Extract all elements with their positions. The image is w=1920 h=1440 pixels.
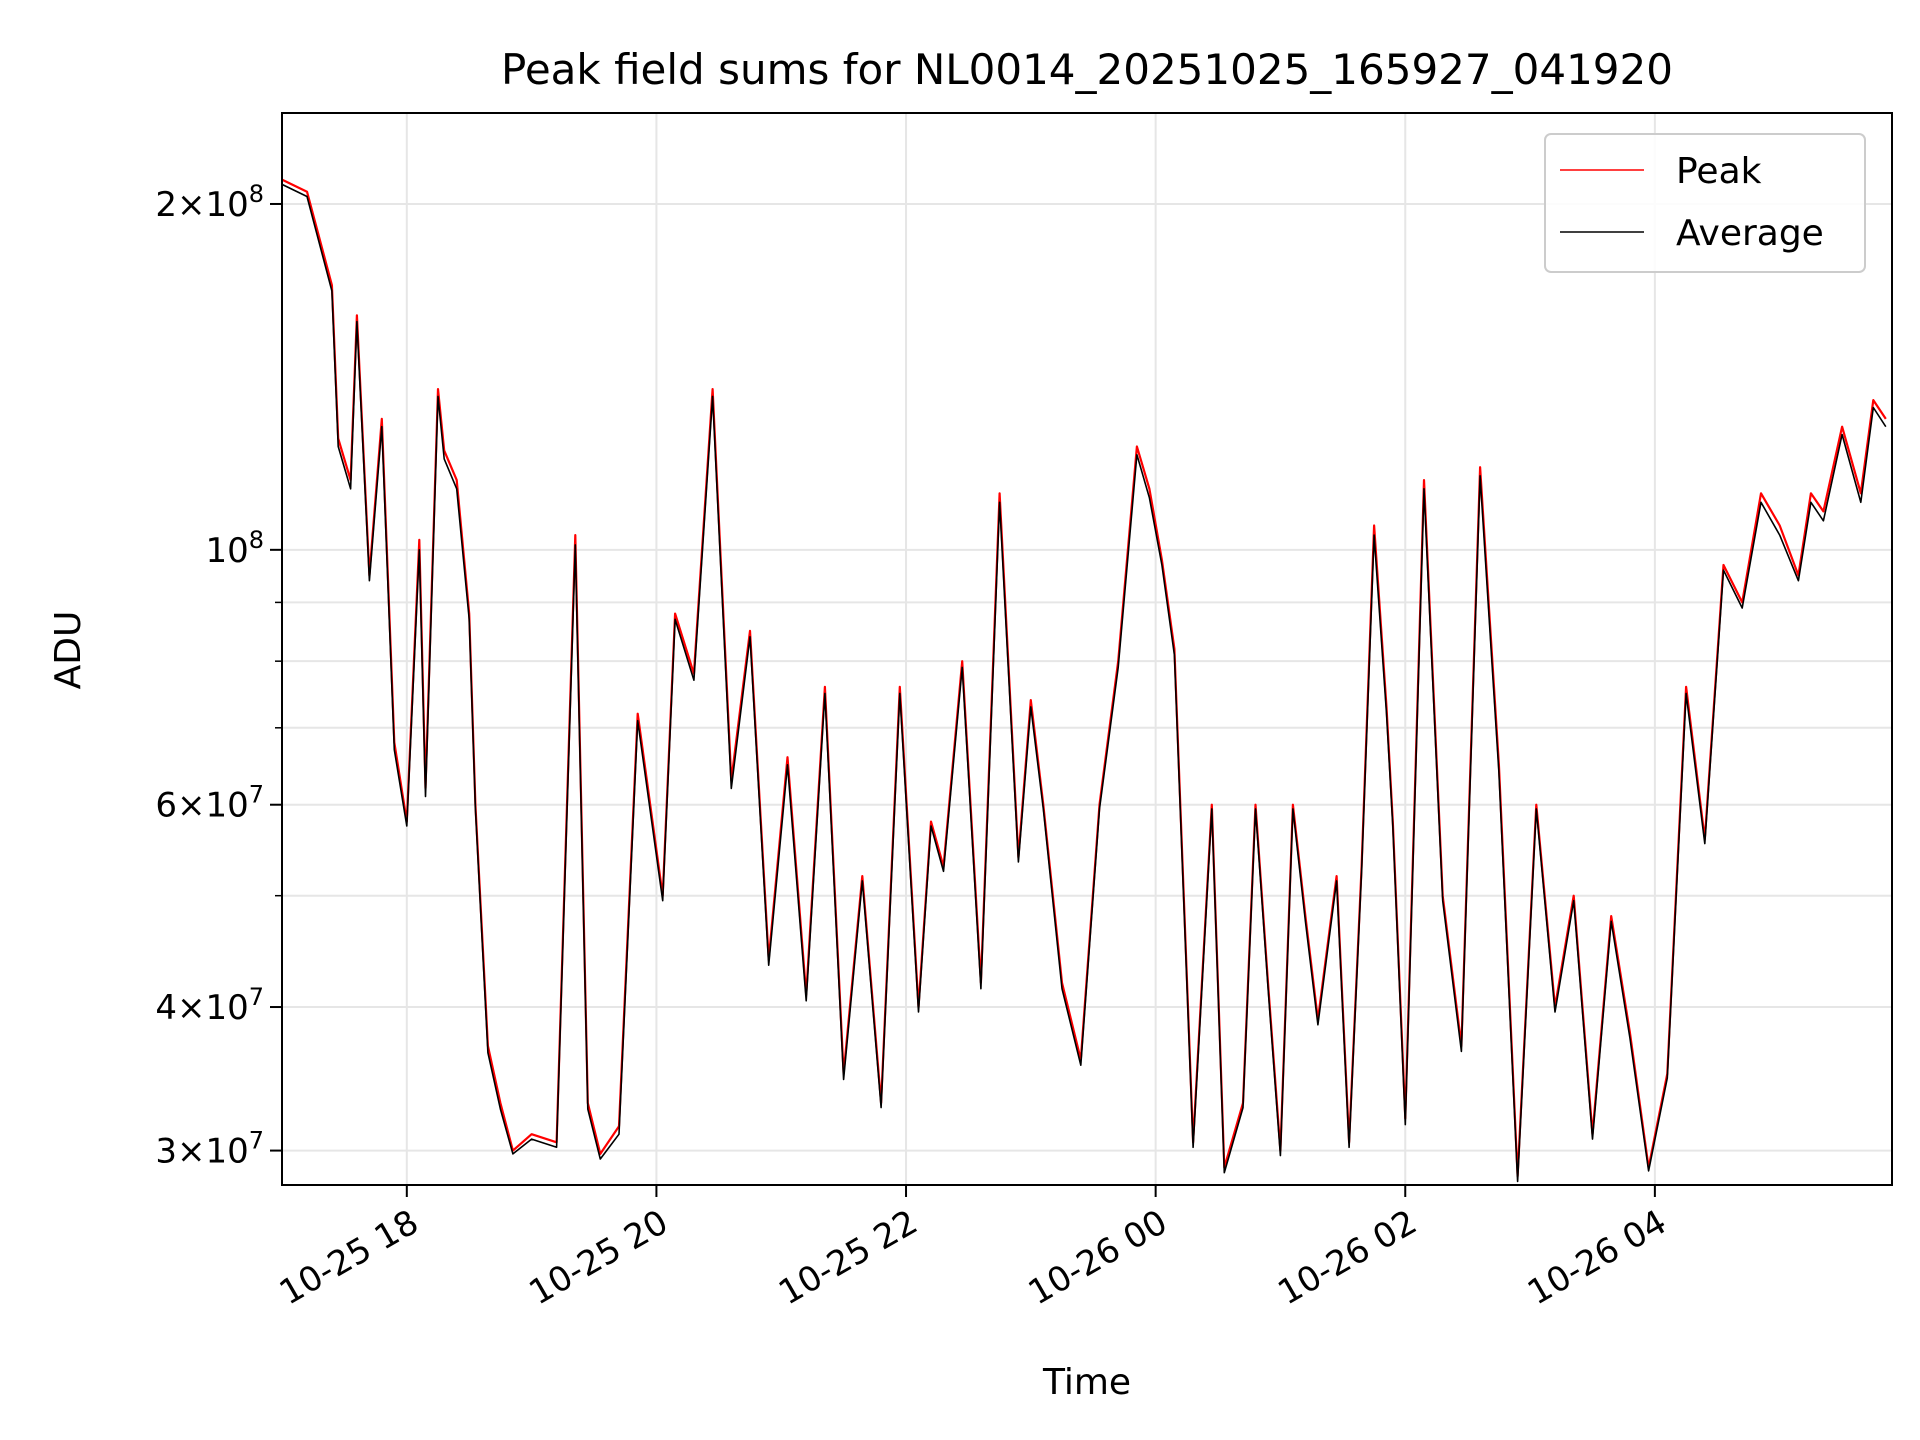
legend-label-peak: Peak [1676,151,1762,192]
series-line-average [281,183,1887,1183]
series-layer [281,178,1887,1183]
y-tick-label: 6×107 [155,781,264,826]
y-axis-label: ADU [48,611,89,690]
legend-label-average: Average [1676,213,1824,254]
grid [282,113,1892,1185]
plot-frame [281,112,1893,1186]
legend: Peak Average [1544,133,1866,273]
chart-title: Peak field sums for NL0014_20251025_1659… [501,45,1673,94]
y-tick-label: 108 [205,526,264,571]
legend-box [1544,133,1866,273]
x-axis-label: Time [1042,1362,1131,1403]
y-tick-label: 2×108 [155,180,264,225]
y-tick-label: 4×107 [155,983,264,1028]
y-tick-label: 3×107 [155,1127,264,1172]
y-axis-ticks: 3×107 4×107 6×107 108 2×108 [155,180,282,1172]
